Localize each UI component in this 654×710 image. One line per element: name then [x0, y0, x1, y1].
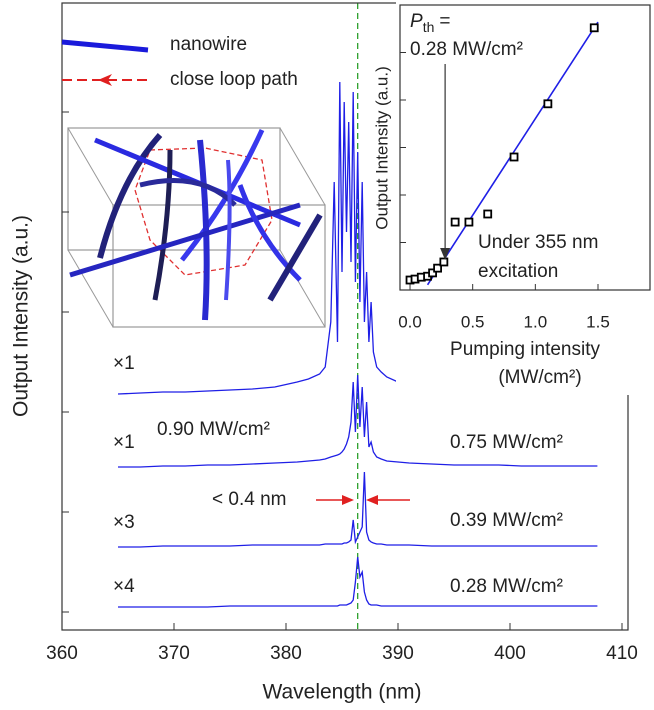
data-point	[543, 99, 553, 109]
threshold-symbol: P	[410, 11, 423, 32]
inset-plot: 0.0 0.5 1.0 1.5 Pth = 0.28 MW/cm² Under 355 nm e…	[372, 1, 653, 395]
scale-label: ×1	[113, 353, 135, 374]
data-point	[464, 217, 474, 227]
x-tick-label: 0.0	[398, 312, 422, 331]
x-tick-label: 360	[46, 643, 78, 664]
annotation-arrowhead	[342, 495, 354, 505]
annotation-arrowhead	[366, 495, 378, 505]
inset-note: Under 355 nm	[478, 232, 598, 253]
threshold-value: 0.28 MW/cm²	[410, 39, 523, 60]
spectrum-line	[118, 556, 598, 608]
inset-x-unit: (MW/cm²)	[498, 367, 581, 388]
power-label: 0.75 MW/cm²	[450, 432, 563, 453]
x-tick-label: 1.5	[586, 312, 610, 331]
scale-label: ×4	[113, 576, 135, 597]
nanowire-illustration	[67, 127, 326, 328]
x-tick-label: 0.5	[461, 312, 485, 331]
x-tick-label: 370	[158, 643, 190, 664]
threshold-arrowhead	[440, 248, 451, 260]
x-tick-label: 400	[494, 643, 526, 664]
x-tick-label: 380	[270, 643, 302, 664]
data-point	[509, 152, 519, 162]
y-axis-label: Output Intensity (a.u.)	[10, 215, 33, 417]
x-axis-label: Wavelength (nm)	[262, 681, 421, 704]
inset-x-label: Pumping intensity	[450, 339, 600, 360]
data-point	[433, 263, 442, 273]
main-plot: ×1 0.90 MW/cm² ×1 0.75 MW/cm² ×3 0.39 MW/cm² ×…	[10, 2, 638, 704]
legend-swatch	[61, 39, 149, 53]
data-point	[439, 257, 449, 267]
x-tick-label: 390	[382, 643, 414, 664]
inset-note: excitation	[478, 261, 558, 282]
threshold-label: Pth =	[410, 11, 450, 35]
legend-label: close loop path	[170, 69, 298, 90]
annotation-text: < 0.4 nm	[212, 489, 286, 510]
data-point	[589, 23, 599, 33]
x-tick-label: 1.0	[524, 312, 548, 331]
data-point	[428, 268, 437, 278]
spectrum-line	[118, 471, 598, 548]
power-label: 0.90 MW/cm²	[157, 419, 270, 440]
data-point	[450, 217, 460, 227]
power-label: 0.39 MW/cm²	[450, 510, 563, 531]
scale-label: ×3	[113, 512, 135, 533]
scale-label: ×1	[113, 432, 135, 453]
data-point	[483, 209, 493, 219]
threshold-subscript: th	[423, 19, 435, 35]
inset-y-label: Output Intensity (a.u.)	[372, 66, 391, 229]
x-tick-label: 410	[606, 643, 638, 664]
power-label: 0.28 MW/cm²	[450, 576, 563, 597]
inset-background	[396, 1, 653, 395]
spectrum-line	[118, 374, 598, 468]
threshold-equals: =	[439, 11, 450, 32]
legend-arrowhead	[98, 74, 112, 86]
legend-label: nanowire	[170, 34, 247, 55]
